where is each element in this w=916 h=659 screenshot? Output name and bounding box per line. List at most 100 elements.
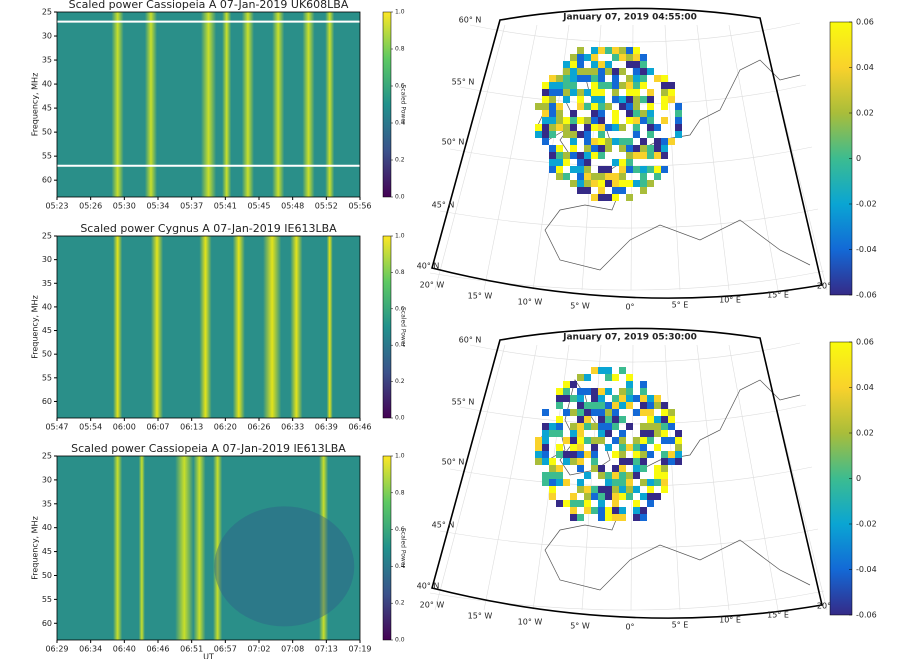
map-pixel xyxy=(584,486,591,493)
map-pixel xyxy=(612,110,619,117)
x-tick-label: 07:13 xyxy=(315,645,338,654)
map-pixel xyxy=(577,416,584,423)
map-pixel xyxy=(633,103,640,110)
map-pixel xyxy=(598,194,605,201)
map-pixel xyxy=(598,367,605,374)
graticule xyxy=(439,208,819,229)
map-pixel xyxy=(647,110,654,117)
map-pixel xyxy=(598,47,605,54)
map-pixel xyxy=(549,117,556,124)
map-pixel xyxy=(584,402,591,409)
map-pixel xyxy=(661,96,668,103)
x-tick-label: 05:37 xyxy=(180,202,203,211)
x-tick-label: 05:34 xyxy=(146,202,169,211)
x-tick-label: 06:46 xyxy=(348,423,371,432)
map-pixel xyxy=(619,180,626,187)
map-pixel xyxy=(556,159,563,166)
map-pixel xyxy=(619,173,626,180)
map-pixel xyxy=(612,451,619,458)
x-tick-label: 06:29 xyxy=(45,645,68,654)
map-pixel xyxy=(605,47,612,54)
map-pixel xyxy=(570,430,577,437)
latitude-label: 50° N xyxy=(442,458,465,467)
map-pixel xyxy=(605,493,612,500)
map-pixel xyxy=(563,89,570,96)
colorbar xyxy=(382,11,392,198)
map-pixel xyxy=(605,409,612,416)
map-pixel xyxy=(570,110,577,117)
map-pixel xyxy=(577,131,584,138)
y-tick-label: 40 xyxy=(42,523,52,532)
map-pixel xyxy=(584,507,591,514)
x-tick-label: 06:34 xyxy=(79,645,102,654)
map-pixel xyxy=(570,507,577,514)
map-pixel xyxy=(563,96,570,103)
map-pixel xyxy=(626,479,633,486)
map-pixel xyxy=(577,458,584,465)
map-pixel xyxy=(570,117,577,124)
map-pixel xyxy=(619,103,626,110)
map-pixel xyxy=(633,395,640,402)
map-pixel xyxy=(626,110,633,117)
map-pixel xyxy=(563,395,570,402)
longitude-label: 15° W xyxy=(468,292,493,301)
map-pixel xyxy=(556,472,563,479)
map-pixel xyxy=(556,444,563,451)
map-pixel xyxy=(570,61,577,68)
map-pixel xyxy=(661,472,668,479)
map-pixel xyxy=(647,103,654,110)
map-pixel xyxy=(563,458,570,465)
map-pixel xyxy=(640,465,647,472)
graticule xyxy=(434,344,506,611)
map-pixel xyxy=(633,110,640,117)
map-pixel xyxy=(640,507,647,514)
x-tick-label: 06:33 xyxy=(281,423,304,432)
colorbar-tick-label: 0.6 xyxy=(395,305,405,312)
map-pixel xyxy=(626,402,633,409)
map-pixel xyxy=(591,61,598,68)
map-pixel xyxy=(640,388,647,395)
map-pixel xyxy=(619,486,626,493)
map-pixel xyxy=(640,402,647,409)
map-pixel xyxy=(668,96,675,103)
map-pixel xyxy=(619,54,626,61)
longitude-label: 5° W xyxy=(570,622,590,631)
map-pixel xyxy=(640,61,647,68)
map-pixel xyxy=(598,500,605,507)
map-pixel xyxy=(577,430,584,437)
map-pixel xyxy=(633,444,640,451)
map-pixel xyxy=(549,131,556,138)
map-pixel xyxy=(661,152,668,159)
map-pixel xyxy=(633,117,640,124)
map-pixel xyxy=(612,423,619,430)
map-pixel xyxy=(535,103,542,110)
map-pixel xyxy=(591,409,598,416)
map-pixel xyxy=(556,145,563,152)
y-tick-label: 35 xyxy=(42,499,52,508)
dark-region xyxy=(214,506,355,627)
map-pixel xyxy=(577,514,584,521)
map-pixel xyxy=(556,89,563,96)
longitude-label: 15° E xyxy=(767,291,789,300)
map-pixel xyxy=(570,514,577,521)
map-pixel xyxy=(640,409,647,416)
map-pixel xyxy=(633,131,640,138)
x-tick-label: 06:57 xyxy=(214,645,237,654)
map-pixel xyxy=(668,82,675,89)
map-pixel xyxy=(563,437,570,444)
map-pixel xyxy=(598,514,605,521)
map-pixel xyxy=(549,458,556,465)
map-pixel xyxy=(619,451,626,458)
map-pixel xyxy=(542,124,549,131)
map-pixel xyxy=(584,187,591,194)
map-pixel xyxy=(570,493,577,500)
map-pixel xyxy=(570,89,577,96)
map-pixel xyxy=(675,444,682,451)
map-pixel xyxy=(577,479,584,486)
x-axis-label: UT xyxy=(203,653,214,659)
map-pixel xyxy=(598,96,605,103)
map-pixel xyxy=(605,479,612,486)
map-pixel xyxy=(584,416,591,423)
map-pixel xyxy=(626,89,633,96)
x-tick-label: 06:13 xyxy=(180,423,203,432)
